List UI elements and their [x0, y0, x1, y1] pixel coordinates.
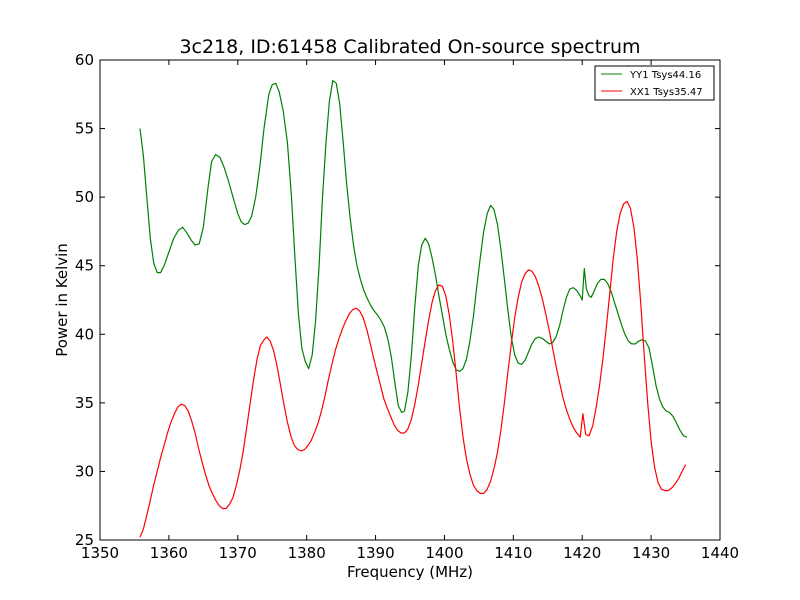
- x-tick-label: 1360: [150, 544, 188, 562]
- x-tick-label: 1420: [563, 544, 601, 562]
- series-line-xx1: [139, 200, 687, 538]
- x-tick-label: 1350: [81, 544, 119, 562]
- legend-label-xx1: XX1 Tsys35.47: [630, 87, 703, 98]
- y-tick-label: 45: [75, 257, 94, 275]
- plot-area: [99, 59, 721, 541]
- chart-title: 3c218, ID:61458 Calibrated On-source spe…: [179, 36, 640, 58]
- y-tick-label: 40: [75, 325, 94, 343]
- y-tick-label: 25: [75, 531, 94, 549]
- x-tick-label: 1430: [632, 544, 670, 562]
- x-tick-label: 1380: [288, 544, 326, 562]
- series-line-yy1: [139, 80, 688, 438]
- legend-box: [594, 65, 715, 101]
- series-layer: [139, 80, 688, 538]
- x-tick-label: 1400: [425, 544, 463, 562]
- y-tick-label: 50: [75, 188, 94, 206]
- y-axis-label: Power in Kelvin: [53, 243, 71, 357]
- ticks-layer: 1350 1360 1370 1380 1390 1400 1410 1420 1430 1440…: [75, 51, 739, 562]
- x-tick-label: 1390: [356, 544, 394, 562]
- axes-frame: [99, 59, 721, 541]
- x-tick-label: 1410: [494, 544, 532, 562]
- legend-label-yy1: YY1 Tsys44.16: [629, 70, 701, 81]
- y-tick-label: 35: [75, 394, 94, 412]
- y-tick-label: 30: [75, 462, 94, 480]
- x-axis-label: Frequency (MHz): [347, 563, 473, 581]
- y-tick-label: 60: [75, 51, 94, 69]
- x-tick-label: 1440: [701, 544, 739, 562]
- y-tick-label: 55: [75, 120, 94, 138]
- legend: YY1 Tsys44.16 XX1 Tsys35.47: [594, 65, 715, 101]
- x-tick-label: 1370: [219, 544, 257, 562]
